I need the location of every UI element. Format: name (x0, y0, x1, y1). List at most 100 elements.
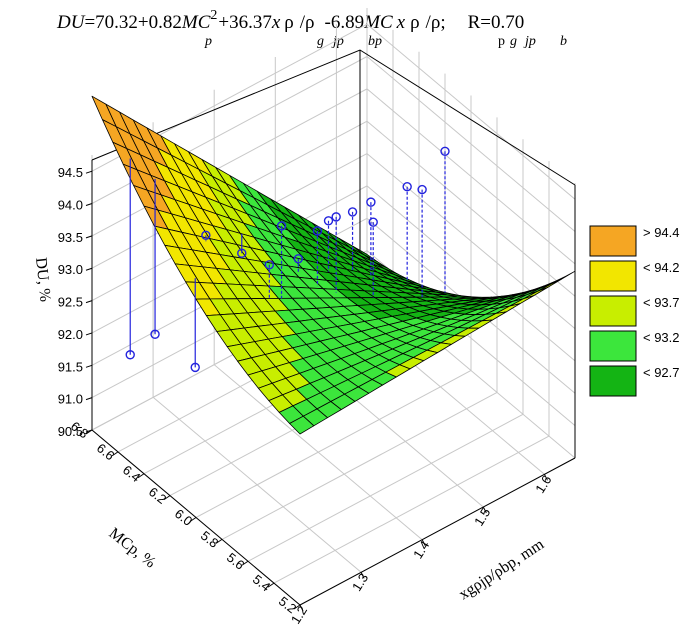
z-tick-label: 92.0 (58, 327, 83, 342)
legend-label: < 93.2 (643, 330, 680, 345)
x-tick-mark (360, 572, 365, 579)
title-sub-jp2: jp (523, 34, 536, 49)
legend-label: < 93.7 (643, 295, 680, 310)
legend-swatch (589, 225, 637, 257)
observation-point (323, 216, 334, 226)
legend-swatch (589, 260, 637, 292)
grid-line-mc (221, 117, 498, 540)
title-r: R=0.70 (468, 12, 525, 33)
y-tick-label: 6.2 (146, 484, 169, 507)
x-tick-label: 1.4 (410, 538, 432, 561)
z-tick-label: 92.5 (58, 295, 83, 310)
z-tick-mark (85, 332, 93, 336)
observation-point (366, 197, 376, 207)
observation-point (293, 254, 304, 264)
y-tick-label: 6.4 (120, 462, 143, 485)
y-tick-label: 5.6 (224, 550, 247, 573)
observation-point (440, 146, 450, 156)
title-rho1: ρ (284, 12, 293, 33)
x-tick-label: 1.5 (471, 505, 493, 528)
observation-point (276, 221, 287, 231)
back-wall-right (360, 50, 575, 458)
title-slash2: /ρ (426, 12, 441, 33)
surface-cell (289, 415, 315, 435)
y-tick-label: 5.4 (250, 572, 273, 595)
z-tick-label: 91.0 (58, 392, 83, 407)
observation-point (201, 230, 211, 241)
legend: > 94.4 < 94.2 < 93.7 < 93.2 < 92.7 (589, 225, 680, 397)
observation-point (417, 184, 427, 195)
y-tick-mark (189, 517, 197, 522)
z-tick-mark (85, 235, 93, 239)
title-x1: x (271, 12, 281, 33)
grid-line-mc (195, 95, 472, 518)
x-tick-mark (421, 539, 426, 546)
title-sup2: 2 (210, 8, 217, 23)
z-tick-label: 94.5 (58, 165, 83, 180)
title-sub-g1: g (317, 34, 324, 49)
x-tick-label: 1.3 (349, 571, 371, 594)
y-tick-mark (267, 582, 275, 588)
observation-point (347, 207, 358, 217)
z-tick-label: 93.5 (58, 230, 83, 245)
z-tick-mark (85, 267, 93, 271)
title-part1: =70.32+0.82 (84, 12, 181, 33)
z-tick-label: 94.0 (58, 198, 83, 213)
title-sub-bp: bp (368, 34, 382, 49)
title-sub-b: b (560, 34, 567, 49)
legend-label: > 94.4 (643, 225, 680, 240)
y-tick-label: 6.6 (94, 440, 117, 463)
observation-point (368, 217, 378, 227)
legend-swatch (589, 365, 637, 397)
observation-point (125, 350, 135, 360)
observation-point (312, 226, 323, 236)
z-tick-mark (85, 170, 93, 174)
title-x2: x (396, 12, 406, 33)
x-tick-label: 1.6 (532, 473, 554, 496)
legend-swatch (589, 295, 637, 327)
y-tick-label: 5.8 (198, 528, 221, 551)
y-tick-mark (137, 473, 145, 479)
y-axis-label: MCp, % (106, 525, 159, 572)
title-slash1: /ρ (300, 12, 315, 33)
x-tick-mark (482, 506, 487, 514)
z-tick-mark (85, 300, 93, 304)
z-axis-label: DU, % (32, 257, 54, 303)
title-du: DU (56, 12, 86, 33)
legend-swatch (589, 330, 637, 362)
z-tick-label: 93.0 (58, 262, 83, 277)
legend-label: < 92.7 (643, 365, 680, 380)
y-tick-mark (293, 604, 301, 610)
title-part3: -6.89 (325, 12, 365, 33)
observation-point (402, 182, 412, 192)
x-axis-ticks: 1.21.31.41.51.6 (288, 473, 555, 626)
x-axis-label: xgρjp/ρbp, mm (456, 536, 548, 604)
x-tick-mark (299, 604, 304, 612)
title-part2: +36.37 (218, 12, 271, 33)
y-tick-mark (241, 560, 249, 566)
observation-points (125, 146, 450, 373)
title-rho2: ρ (410, 12, 419, 33)
title-mc2: MC (363, 12, 393, 33)
y-tick-label: 6.0 (172, 506, 195, 529)
z-tick-label: 91.5 (58, 359, 83, 374)
z-tick-mark (85, 203, 93, 207)
title-mc1: MC (181, 12, 211, 33)
z-tick-mark (85, 364, 93, 368)
title-sub-g2: g (510, 34, 517, 49)
z-axis-ticks: 90.5 91.0 91.5 92.0 92.5 93.0 93.5 94.0 94.5 (58, 165, 93, 439)
y-tick-mark (163, 495, 171, 501)
response-surface (91, 95, 576, 435)
y-axis-ticks: 5.25.45.65.86.06.26.46.66.8 (68, 418, 301, 616)
title-sub-p1: p (204, 34, 212, 49)
x-tick-mark (543, 474, 548, 481)
title-semi: ; (440, 12, 445, 33)
y-tick-mark (85, 429, 93, 435)
chart-title: DU=70.32+0.82MC2+36.37x ρ/ρ -6.89MC x ρ/ρ; R=… (56, 8, 567, 49)
observation-point (237, 248, 247, 258)
y-tick-mark (111, 451, 119, 457)
z-tick-mark (85, 397, 93, 401)
observation-point (190, 362, 200, 373)
